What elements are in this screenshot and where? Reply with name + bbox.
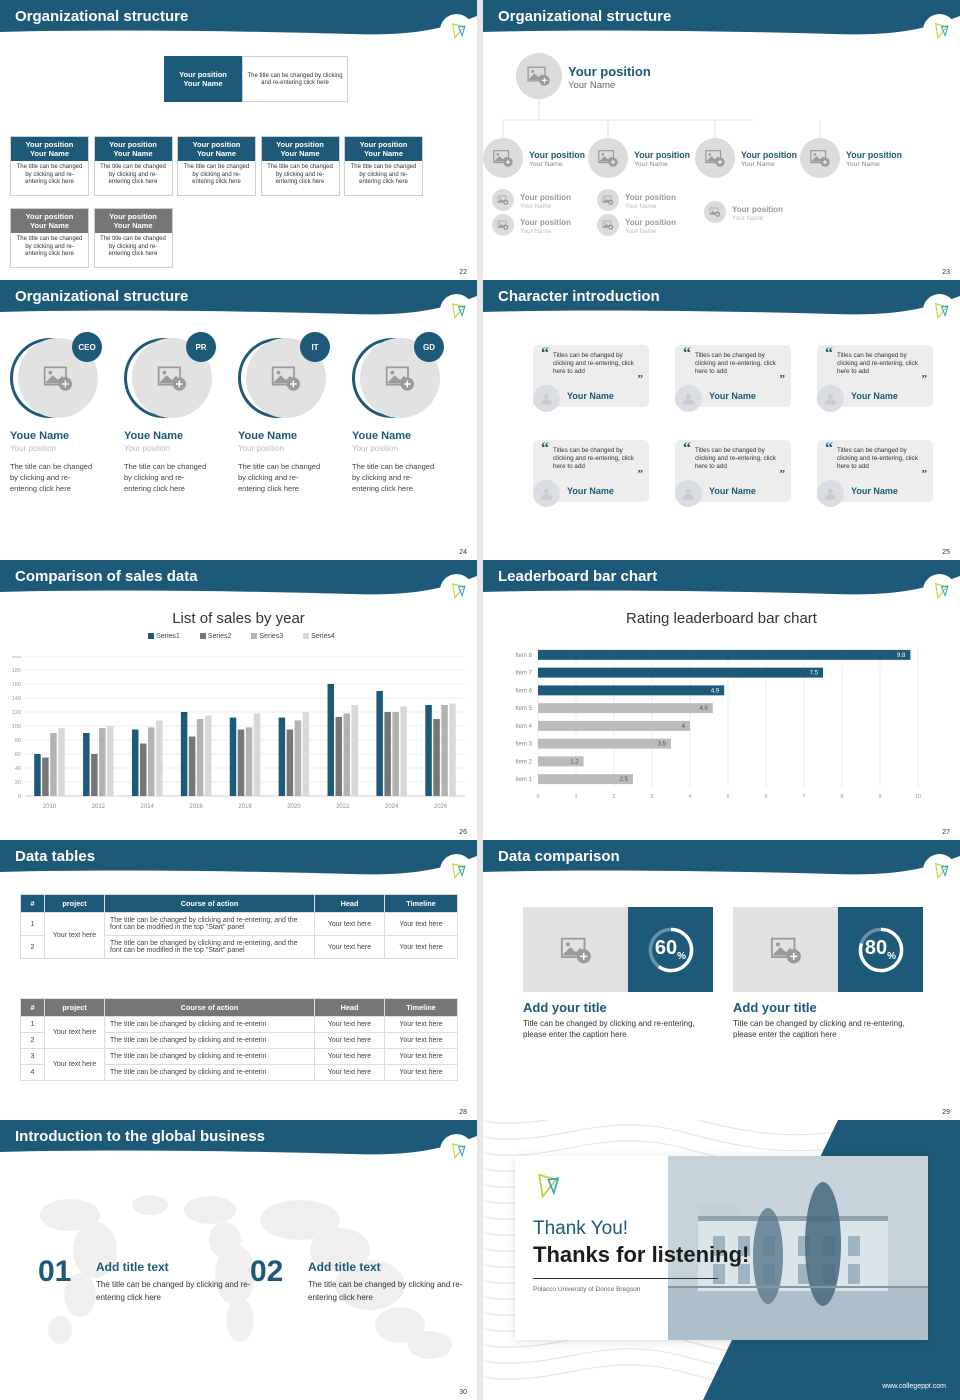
svg-text:Item 7: Item 7 [515, 671, 532, 677]
svg-text:1: 1 [574, 794, 577, 800]
svg-text:3.5: 3.5 [658, 742, 667, 748]
svg-text:7: 7 [802, 794, 805, 800]
svg-text:40: 40 [15, 766, 21, 772]
svg-text:2024: 2024 [385, 804, 399, 810]
svg-text:2.5: 2.5 [620, 777, 629, 783]
svg-text:3: 3 [650, 794, 653, 800]
svg-text:7.5: 7.5 [810, 671, 819, 677]
svg-text:200: 200 [12, 656, 21, 660]
svg-text:4.6: 4.6 [699, 706, 708, 712]
svg-text:10: 10 [915, 794, 921, 800]
svg-text:160: 160 [12, 682, 21, 688]
svg-text:Item 5: Item 5 [515, 706, 532, 712]
svg-text:120: 120 [12, 710, 21, 716]
svg-text:0: 0 [18, 794, 21, 800]
svg-text:2016: 2016 [189, 804, 203, 810]
svg-text:2014: 2014 [141, 804, 155, 810]
svg-text:6: 6 [764, 794, 767, 800]
svg-text:5: 5 [726, 794, 729, 800]
svg-text:0: 0 [536, 794, 539, 800]
svg-text:2022: 2022 [336, 804, 350, 810]
svg-text:60: 60 [15, 752, 21, 758]
svg-text:9.8: 9.8 [897, 653, 906, 659]
svg-text:2020: 2020 [287, 804, 301, 810]
svg-text:4: 4 [688, 794, 691, 800]
svg-text:4.9: 4.9 [711, 688, 720, 694]
svg-text:180: 180 [12, 668, 21, 674]
svg-text:Item 2: Item 2 [515, 759, 532, 765]
svg-text:140: 140 [12, 696, 21, 702]
svg-text:20: 20 [15, 780, 21, 786]
svg-text:2026: 2026 [434, 804, 448, 810]
svg-text:Item 4: Item 4 [515, 724, 532, 730]
svg-text:Item 3: Item 3 [515, 742, 532, 748]
svg-text:Item 1: Item 1 [515, 777, 532, 783]
svg-text:Item 8: Item 8 [515, 653, 532, 659]
svg-text:9: 9 [878, 794, 881, 800]
svg-text:80: 80 [15, 738, 21, 744]
svg-text:8: 8 [840, 794, 843, 800]
svg-text:2010: 2010 [43, 804, 57, 810]
svg-text:1.2: 1.2 [570, 759, 579, 765]
svg-text:Item 6: Item 6 [515, 688, 532, 694]
svg-text:2018: 2018 [238, 804, 252, 810]
svg-text:100: 100 [12, 724, 21, 730]
svg-text:2: 2 [612, 794, 615, 800]
svg-text:2012: 2012 [92, 804, 106, 810]
